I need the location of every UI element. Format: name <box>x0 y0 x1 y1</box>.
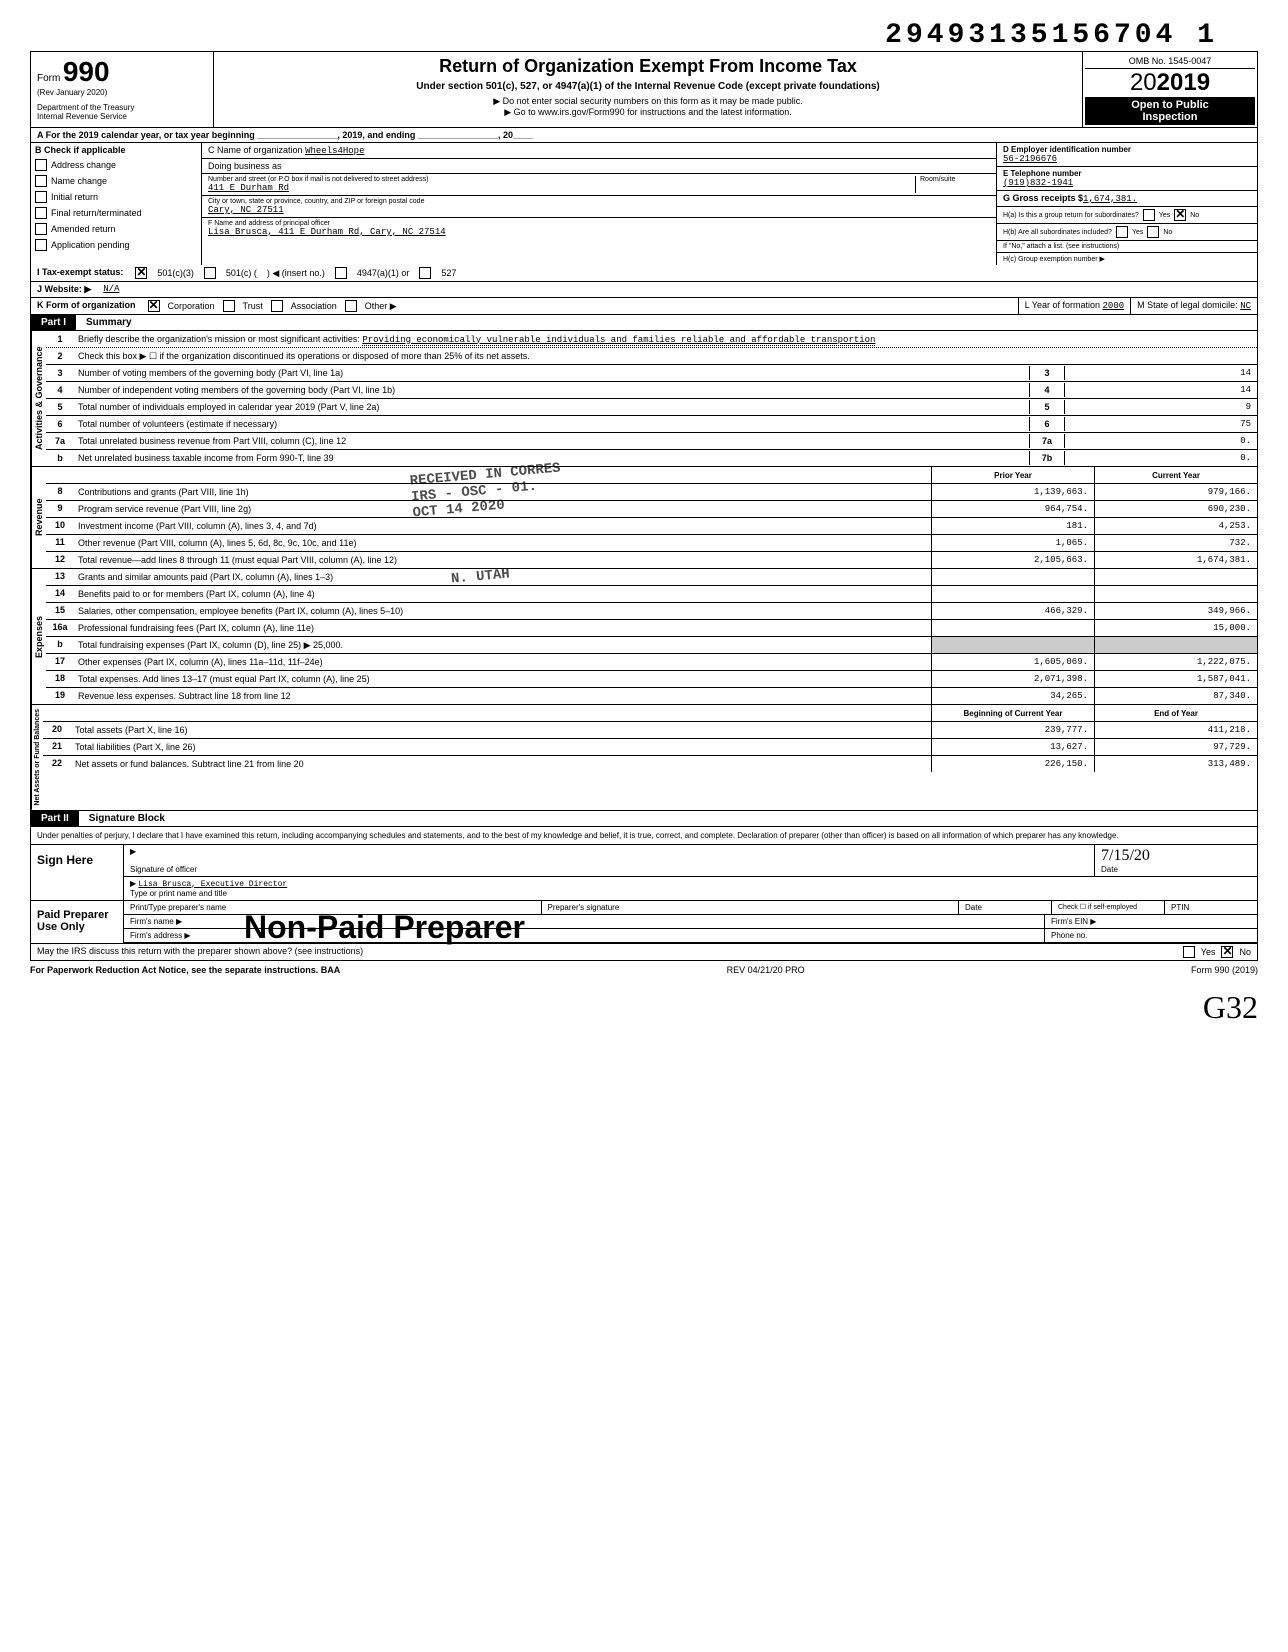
address-row: Number and street (or P.O box if mail is… <box>202 174 996 196</box>
cb-application-pending[interactable]: Application pending <box>31 237 201 253</box>
expense-row-13: 13 Grants and similar amounts paid (Part… <box>46 569 1257 586</box>
gross-receipts-row: G Gross receipts $1,674,381. <box>997 191 1257 207</box>
cb-amended-return[interactable]: Amended return <box>31 221 201 237</box>
form-warn2: ▶ Go to www.irs.gov/Form990 for instruct… <box>222 107 1074 118</box>
governance-section: Activities & Governance 1 Briefly descri… <box>30 331 1258 467</box>
open-public: Open to Public Inspection <box>1085 97 1255 125</box>
discuss-row: May the IRS discuss this return with the… <box>30 944 1258 961</box>
tax-exempt-row: I Tax-exempt status: 501(c)(3) 501(c) ()… <box>30 265 1258 282</box>
handwritten-note: G32 <box>30 989 1258 1026</box>
form-number: 990 <box>63 56 110 87</box>
website-row: J Website: ▶ N/A <box>30 282 1258 298</box>
cb-association[interactable] <box>271 300 283 312</box>
asset-row-20: 20 Total assets (Part X, line 16) 239,77… <box>43 722 1257 739</box>
penalty-statement: Under penalties of perjury, I declare th… <box>30 827 1258 845</box>
expense-row-16a: 16a Professional fundraising fees (Part … <box>46 620 1257 637</box>
revenue-row-9: 9 Program service revenue (Part VIII, li… <box>46 501 1257 518</box>
cb-527[interactable] <box>419 267 431 279</box>
revenue-row-8: 8 Contributions and grants (Part VIII, l… <box>46 484 1257 501</box>
asset-row-22: 22 Net assets or fund balances. Subtract… <box>43 756 1257 772</box>
assets-section: Net Assets or Fund Balances Beginning of… <box>30 705 1258 811</box>
cb-501c[interactable] <box>204 267 216 279</box>
dba-row: Doing business as <box>202 159 996 174</box>
col-b-header: B Check if applicable <box>31 143 201 157</box>
hb-row: H(b) Are all subordinates included? Yes … <box>997 224 1257 241</box>
phone-row: E Telephone number (919)832-1941 <box>997 167 1257 191</box>
cb-address-change[interactable]: Address change <box>31 157 201 173</box>
cb-initial-return[interactable]: Initial return <box>31 189 201 205</box>
tax-year: 202019 <box>1085 69 1255 97</box>
cb-final-return[interactable]: Final return/terminated <box>31 205 201 221</box>
expense-row-14: 14 Benefits paid to or for members (Part… <box>46 586 1257 603</box>
row-a-tax-year: A For the 2019 calendar year, or tax yea… <box>30 127 1258 143</box>
expense-row-17: 17 Other expenses (Part IX, column (A), … <box>46 654 1257 671</box>
form-title: Return of Organization Exempt From Incom… <box>222 56 1074 77</box>
hb-note: If "No," attach a list. (see instruction… <box>997 241 1257 253</box>
part1-header: Part I Summary <box>30 315 1258 331</box>
part2-header: Part II Signature Block <box>30 811 1258 827</box>
asset-row-21: 21 Total liabilities (Part X, line 26) 1… <box>43 739 1257 756</box>
expense-row-18: 18 Total expenses. Add lines 13–17 (must… <box>46 671 1257 688</box>
cb-name-change[interactable]: Name change <box>31 173 201 189</box>
org-name-row: C Name of organization Wheels4Hope <box>202 143 996 159</box>
cb-corporation[interactable] <box>148 300 160 312</box>
ein-row: D Employer identification number 56-2196… <box>997 143 1257 167</box>
city-row: City or town, state or province, country… <box>202 196 996 218</box>
cb-discuss-no[interactable] <box>1221 946 1233 958</box>
form-irs: Internal Revenue Service <box>37 112 207 121</box>
revenue-row-12: 12 Total revenue—add lines 8 through 11 … <box>46 552 1257 568</box>
form-header: Form 990 (Rev January 2020) Department o… <box>30 51 1258 127</box>
expense-row-b: b Total fundraising expenses (Part IX, c… <box>46 637 1257 654</box>
cb-trust[interactable] <box>223 300 235 312</box>
expense-row-19: 19 Revenue less expenses. Subtract line … <box>46 688 1257 704</box>
document-number: 29493135156704 1 <box>30 20 1258 51</box>
revenue-section: Revenue Prior Year Current Year 8 Contri… <box>30 467 1258 569</box>
cb-4947[interactable] <box>335 267 347 279</box>
expense-row-15: 15 Salaries, other compensation, employe… <box>46 603 1257 620</box>
nonpaid-stamp: Non-Paid Preparer <box>244 909 525 946</box>
cb-other[interactable] <box>345 300 357 312</box>
form-rev: (Rev January 2020) <box>37 88 207 97</box>
officer-row: F Name and address of principal officer … <box>202 218 996 239</box>
cb-discuss-yes[interactable] <box>1183 946 1195 958</box>
form-label: Form <box>37 73 60 84</box>
revenue-row-10: 10 Investment income (Part VIII, column … <box>46 518 1257 535</box>
form-of-org-row: K Form of organization Corporation Trust… <box>30 298 1258 315</box>
form-dept: Department of the Treasury <box>37 103 207 112</box>
omb-number: OMB No. 1545-0047 <box>1085 54 1255 69</box>
footer: For Paperwork Reduction Act Notice, see … <box>30 961 1258 979</box>
cb-501c3[interactable] <box>135 267 147 279</box>
entity-info-grid: B Check if applicable Address change Nam… <box>30 143 1258 265</box>
revenue-row-11: 11 Other revenue (Part VIII, column (A),… <box>46 535 1257 552</box>
form-subtitle: Under section 501(c), 527, or 4947(a)(1)… <box>222 81 1074 92</box>
paid-preparer-block: Paid Preparer Use Only Print/Type prepar… <box>30 901 1258 944</box>
expenses-section: Expenses 13 Grants and similar amounts p… <box>30 569 1258 705</box>
sign-here-block: Sign Here ▶ Signature of officer 7/15/20… <box>30 845 1258 901</box>
hc-row: H(c) Group exemption number ▶ <box>997 253 1257 265</box>
form-warn1: ▶ Do not enter social security numbers o… <box>222 96 1074 107</box>
ha-row: H(a) Is this a group return for subordin… <box>997 207 1257 224</box>
